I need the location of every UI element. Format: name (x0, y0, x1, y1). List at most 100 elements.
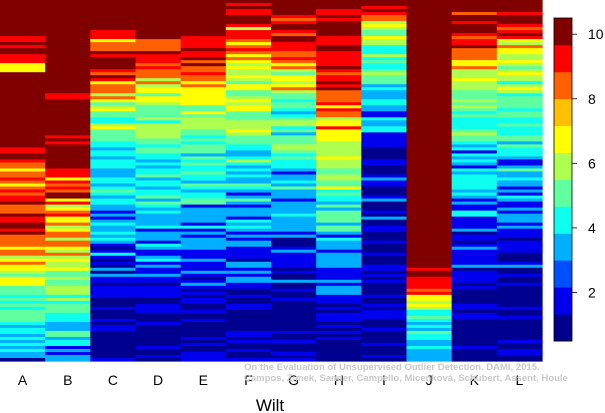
heatmap-cell (271, 0, 317, 4)
heatmap-cell (271, 39, 317, 43)
heatmap-cell (90, 45, 137, 49)
heatmap-cell (135, 108, 182, 112)
heatmap-cell (271, 60, 317, 64)
heatmap-cell (90, 180, 137, 185)
heatmap-cell (90, 345, 137, 350)
heatmap-cell (225, 15, 272, 19)
heatmap-cell (225, 297, 272, 302)
heatmap-cell (496, 315, 543, 320)
heatmap-cell (90, 225, 137, 230)
heatmap-cell (90, 303, 137, 308)
heatmap-cell (271, 342, 317, 347)
heatmap-cell (451, 3, 498, 7)
heatmap-cell (496, 21, 543, 25)
heatmap-cell (406, 36, 453, 40)
heatmap-cell (0, 9, 46, 13)
heatmap-cell (496, 327, 543, 332)
heatmap-cell (496, 42, 543, 46)
heatmap-cell (180, 162, 227, 167)
heatmap-cell (496, 324, 543, 329)
heatmap-cell (0, 231, 46, 236)
heatmap-cell (406, 108, 453, 112)
heatmap-cell (225, 243, 272, 248)
heatmap-cell (361, 240, 408, 245)
heatmap-cell (496, 297, 543, 302)
heatmap-cell (135, 345, 182, 350)
heatmap-cell (135, 234, 182, 239)
heatmap-cell (135, 12, 182, 16)
heatmap-cell (225, 39, 272, 43)
x-tick-label: E (199, 372, 208, 388)
heatmap-cell (225, 66, 272, 70)
heatmap-cell (271, 174, 317, 179)
heatmap-cell (90, 138, 137, 142)
heatmap-cell (45, 105, 91, 109)
heatmap-cell (406, 111, 453, 115)
heatmap-cell (135, 180, 182, 185)
heatmap-cell (496, 6, 543, 10)
heatmap-cell (316, 201, 362, 206)
heatmap-cell (451, 336, 498, 341)
heatmap-cell (45, 210, 91, 215)
heatmap-cell (271, 30, 317, 34)
heatmap-cell (316, 66, 362, 70)
heatmap-cell (316, 321, 362, 326)
heatmap-cell (406, 204, 453, 209)
heatmap-cell (180, 18, 227, 22)
heatmap-cell (361, 48, 408, 52)
heatmap-cell (45, 171, 91, 176)
heatmap-cell (0, 120, 46, 124)
heatmap-cell (180, 168, 227, 173)
heatmap-cell (271, 246, 317, 251)
heatmap-cell (361, 180, 408, 185)
heatmap-cell (90, 42, 137, 46)
heatmap-cell (361, 324, 408, 329)
heatmap-cell (180, 132, 227, 136)
heatmap-cell (361, 183, 408, 188)
heatmap-cell (180, 99, 227, 103)
heatmap-cell (0, 315, 46, 320)
heatmap-cell (496, 111, 543, 115)
heatmap-cell (316, 177, 362, 182)
heatmap-cell (225, 141, 272, 145)
heatmap-cell (271, 114, 317, 118)
heatmap-cell (135, 99, 182, 103)
heatmap-cell (496, 174, 543, 179)
heatmap-cell (496, 351, 543, 356)
heatmap-cell (0, 291, 46, 296)
heatmap-cell (90, 27, 137, 31)
heatmap-cell (316, 42, 362, 46)
heatmap-cell (451, 138, 498, 142)
heatmap-cell (225, 84, 272, 88)
heatmap-cell (135, 51, 182, 55)
heatmap-cell (406, 15, 453, 19)
heatmap-cell (406, 42, 453, 46)
heatmap-cell (90, 279, 137, 284)
heatmap-cell (180, 330, 227, 335)
heatmap-cell (45, 198, 91, 203)
x-tick-label: J (426, 372, 433, 388)
heatmap-cell (180, 15, 227, 19)
heatmap-cell (361, 177, 408, 182)
heatmap-cell (496, 9, 543, 13)
heatmap-cell (316, 297, 362, 302)
heatmap-cell (0, 54, 46, 58)
heatmap-cell (225, 45, 272, 49)
heatmap-cell (225, 36, 272, 40)
heatmap-cell (316, 18, 362, 22)
heatmap-cell (496, 90, 543, 94)
heatmap-cell (180, 339, 227, 344)
heatmap-cell (316, 336, 362, 341)
heatmap-cell (225, 12, 272, 16)
heatmap-cell (0, 273, 46, 278)
heatmap-cell (361, 129, 408, 133)
heatmap-cell (271, 306, 317, 311)
heatmap-cell (90, 111, 137, 115)
heatmap-cell (451, 228, 498, 233)
heatmap-cell (225, 288, 272, 293)
heatmap-cell (45, 111, 91, 115)
heatmap-cell (225, 255, 272, 260)
heatmap-cell (180, 285, 227, 290)
heatmap-cell (180, 177, 227, 182)
heatmap-cell (496, 246, 543, 251)
